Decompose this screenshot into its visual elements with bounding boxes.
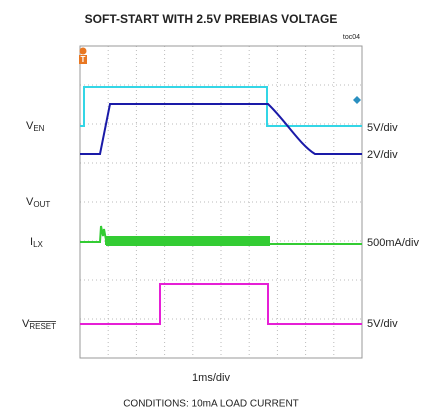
trigger-dot	[79, 47, 87, 55]
trace-reset	[80, 283, 362, 325]
trigger-label: T	[81, 55, 86, 64]
conditions: CONDITIONS: 10mA LOAD CURRENT	[123, 399, 299, 410]
time-scale: 1ms/div	[192, 372, 230, 384]
scale-label: 5V/div	[367, 318, 398, 330]
plot-border	[79, 45, 363, 359]
grid	[80, 46, 362, 358]
level-marker	[353, 96, 361, 104]
title: SOFT-START WITH 2.5V PREBIAS VOLTAGE	[85, 12, 338, 26]
channel-label: VOUT	[26, 196, 50, 209]
trigger-marker	[79, 55, 87, 64]
channel-label: VRESET	[22, 318, 56, 331]
scale-label: 500mA/div	[367, 237, 419, 249]
figure-id: toc04	[343, 34, 360, 41]
scale-label: 5V/div	[367, 122, 398, 134]
channel-label: VEN	[26, 120, 45, 133]
trace-lx-ripple	[106, 236, 270, 246]
channel-label: ILX	[30, 236, 44, 249]
trace-en	[80, 86, 362, 127]
scale-label: 2V/div	[367, 149, 398, 161]
trace-out	[80, 103, 362, 155]
